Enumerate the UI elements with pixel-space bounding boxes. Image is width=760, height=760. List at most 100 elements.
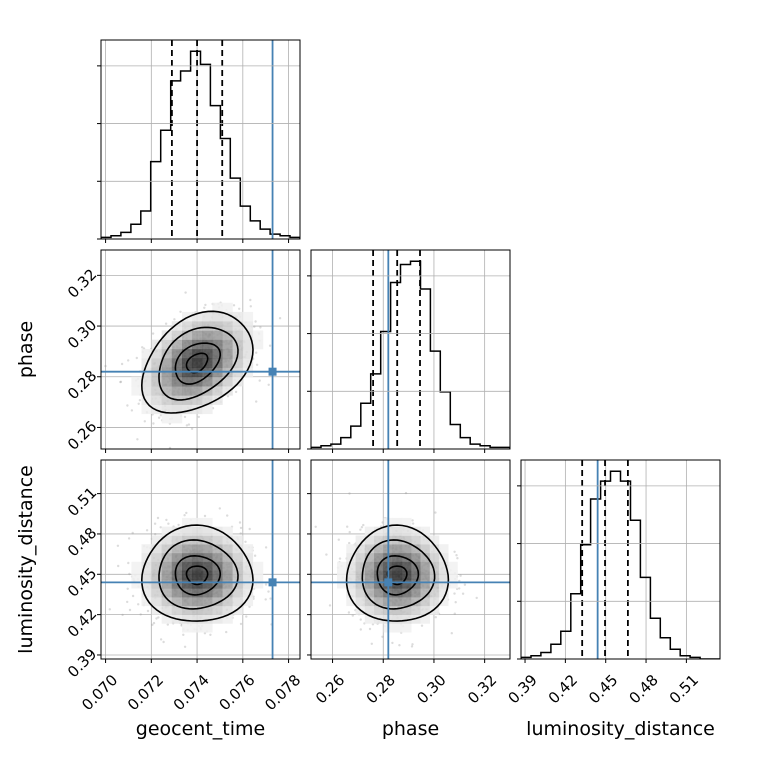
scatter-point xyxy=(348,492,351,495)
density-cell xyxy=(232,535,243,545)
density-cell xyxy=(212,311,223,322)
density-cell xyxy=(242,544,254,554)
density-cell xyxy=(192,358,203,368)
density-cell xyxy=(182,330,193,340)
density-cell xyxy=(202,311,213,322)
scatter-point xyxy=(137,603,140,606)
x-tick-label: 0.26 xyxy=(312,671,348,707)
scatter-point xyxy=(249,305,252,308)
density-cell xyxy=(355,561,366,571)
density-cell xyxy=(212,321,223,331)
density-cell xyxy=(212,302,223,313)
density-cell xyxy=(374,570,384,580)
density-cell xyxy=(202,605,213,615)
density-cell xyxy=(192,386,203,396)
density-cell xyxy=(151,349,162,359)
scatter-point xyxy=(152,422,155,425)
density-cell xyxy=(202,526,213,536)
scatter-point xyxy=(239,622,243,626)
scatter-point xyxy=(249,298,252,302)
scatter-point xyxy=(239,532,242,535)
density-cell xyxy=(151,386,162,396)
scatter-point xyxy=(454,601,457,604)
y-tick-label: 0.45 xyxy=(64,564,100,600)
scatter-point xyxy=(204,303,207,307)
density-cell xyxy=(429,605,440,615)
scatter-point xyxy=(453,550,456,553)
density-cell xyxy=(392,614,403,624)
density-cell xyxy=(392,517,403,527)
scatter-point xyxy=(232,304,236,307)
density-cell xyxy=(171,321,183,331)
scatter-point xyxy=(255,363,259,366)
density-cell xyxy=(374,544,384,554)
density-cell xyxy=(222,605,233,615)
density-cell xyxy=(212,588,223,598)
density-cell xyxy=(171,404,183,415)
density-cell xyxy=(242,561,254,571)
density-cell xyxy=(161,570,173,580)
density-cell xyxy=(222,588,233,598)
density-cell xyxy=(161,579,173,589)
density-cell xyxy=(364,553,375,563)
density-cell xyxy=(192,311,203,322)
density-cell xyxy=(222,349,233,359)
density-cell xyxy=(438,570,449,580)
density-cell xyxy=(346,570,356,580)
scatter-point xyxy=(166,623,169,626)
density-cell xyxy=(182,395,193,405)
density-cell xyxy=(429,553,440,563)
density-cell xyxy=(151,395,162,405)
scatter-point xyxy=(411,522,415,525)
density-cell xyxy=(141,588,152,598)
density-cell xyxy=(438,561,449,571)
density-cell xyxy=(192,570,203,580)
density-cell xyxy=(151,597,162,607)
scatter-point xyxy=(162,640,165,644)
density-cell xyxy=(355,570,366,580)
panel-frame-0-0 xyxy=(100,39,301,240)
density-cell xyxy=(232,579,243,589)
density-cell xyxy=(192,605,203,615)
density-cell xyxy=(171,526,183,536)
density-cell xyxy=(222,358,233,368)
density-cell xyxy=(212,339,223,350)
density-cell xyxy=(202,358,213,368)
scatter-point xyxy=(434,511,437,514)
density-cell xyxy=(364,614,375,624)
density-cell xyxy=(420,614,430,624)
scatter-point xyxy=(97,570,99,572)
density-cell xyxy=(202,339,213,350)
scatter-point xyxy=(145,529,149,532)
density-cell xyxy=(171,358,183,368)
scatter-point xyxy=(159,526,162,529)
density-cell xyxy=(192,544,203,554)
scatter-point xyxy=(130,409,134,412)
scatter-point xyxy=(131,531,134,535)
density-cell xyxy=(161,339,173,350)
density-cell xyxy=(232,330,243,340)
axes: 0.070 0.072 0.074 0.076 0.078 geocent_time 0.2… xyxy=(15,39,721,740)
density-cell xyxy=(401,544,412,554)
density-cell xyxy=(131,579,142,589)
density-cell xyxy=(392,553,403,563)
y-tick-label: 0.32 xyxy=(64,265,100,301)
density-cell xyxy=(448,570,458,580)
density-cell xyxy=(242,570,254,580)
density-cell xyxy=(222,597,233,607)
density-cell xyxy=(141,544,152,554)
density-cell xyxy=(401,588,412,598)
density-cell xyxy=(171,376,183,387)
scatter-point xyxy=(136,438,139,441)
panel-frame-1-1 xyxy=(310,249,511,450)
scatter-point xyxy=(181,457,183,459)
panel-frame-1-0 xyxy=(100,249,301,450)
density-cell xyxy=(401,561,412,571)
density-cell xyxy=(151,544,162,554)
scatter-point xyxy=(253,554,257,557)
density-cell xyxy=(232,321,243,331)
density-cell xyxy=(161,386,173,396)
histogram-step xyxy=(311,260,510,449)
density-cell xyxy=(401,579,412,589)
density-cell xyxy=(346,597,356,607)
